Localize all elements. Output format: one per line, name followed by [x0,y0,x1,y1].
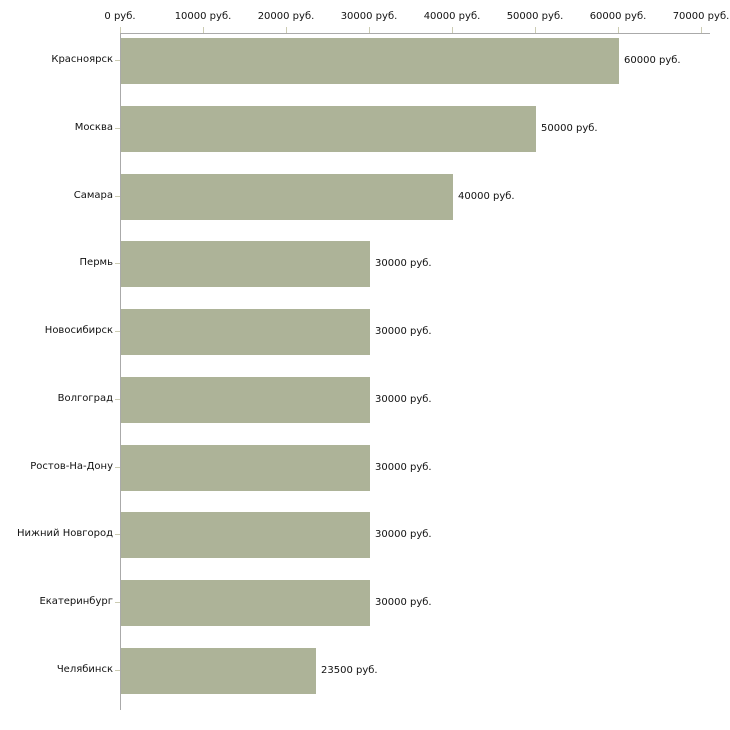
x-axis-tick-mark [535,27,536,33]
bar-value-label: 30000 руб. [375,258,432,270]
y-axis-tick-mark [115,263,120,264]
category-label: Ростов-На-Дону [30,460,113,472]
x-axis-tick-label: 60000 руб. [589,11,647,22]
x-axis-tick-label: 10000 руб. [174,11,232,22]
category-label: Красноярск [51,54,113,66]
bar [121,309,370,356]
x-axis-tick-mark [369,27,370,33]
x-axis-tick-label: 50000 руб. [506,11,564,22]
y-axis-tick-mark [115,670,120,671]
y-axis-tick-mark [115,331,120,332]
category-label: Нижний Новгород [16,528,113,540]
y-axis-tick-mark [115,196,120,197]
bar-value-label: 30000 руб. [375,326,432,338]
bar-value-label: 50000 руб. [541,123,598,134]
bar-value-label: 40000 руб. [458,190,515,202]
x-axis-tick-label: 0 руб. [104,11,136,22]
bar [121,647,316,694]
x-axis-tick-label: 40000 руб. [423,11,481,22]
bar [121,444,370,491]
bar [121,106,536,152]
x-axis-tick-label: 30000 руб. [340,11,398,22]
bar [121,376,370,423]
x-axis-tick-mark [286,27,287,33]
category-label: Челябинск [56,663,113,675]
x-axis-tick-label: 70000 руб. [672,11,730,22]
category-label: Пермь [79,257,113,269]
bar-value-label: 30000 руб. [375,596,432,608]
bar [121,173,453,220]
y-axis-tick-mark [115,467,120,468]
bar [121,38,619,85]
category-label: Волгоград [57,392,113,404]
category-label: Самара [73,189,113,201]
bar-value-label: 30000 руб. [375,461,432,473]
bar [121,241,370,288]
x-axis-tick-mark [452,27,453,33]
x-axis-tick-mark [203,27,204,33]
y-axis-tick-mark [115,399,120,400]
y-axis-tick-mark [115,602,120,603]
bar [121,512,370,559]
x-axis-tick-mark [701,27,702,33]
x-axis-tick-label: 20000 руб. [257,11,315,22]
bar-value-label: 23500 руб. [321,664,378,676]
y-axis-tick-mark [115,534,120,535]
bar-value-label: 30000 руб. [375,393,432,405]
bar [121,579,370,626]
category-label: Новосибирск [44,325,113,337]
plot-area: 60000 руб. 50000 руб. 40000 руб. 30000 руб.… [120,33,710,710]
bar-value-label: 30000 руб. [375,529,432,541]
bar-value-label: 60000 руб. [624,55,681,67]
category-label: Екатеринбург [39,595,113,607]
x-axis-tick-mark [618,27,619,33]
category-label: Москва [74,122,113,133]
y-axis-tick-mark [115,128,120,129]
x-axis-tick-mark [120,27,121,33]
y-axis-tick-mark [115,60,120,61]
